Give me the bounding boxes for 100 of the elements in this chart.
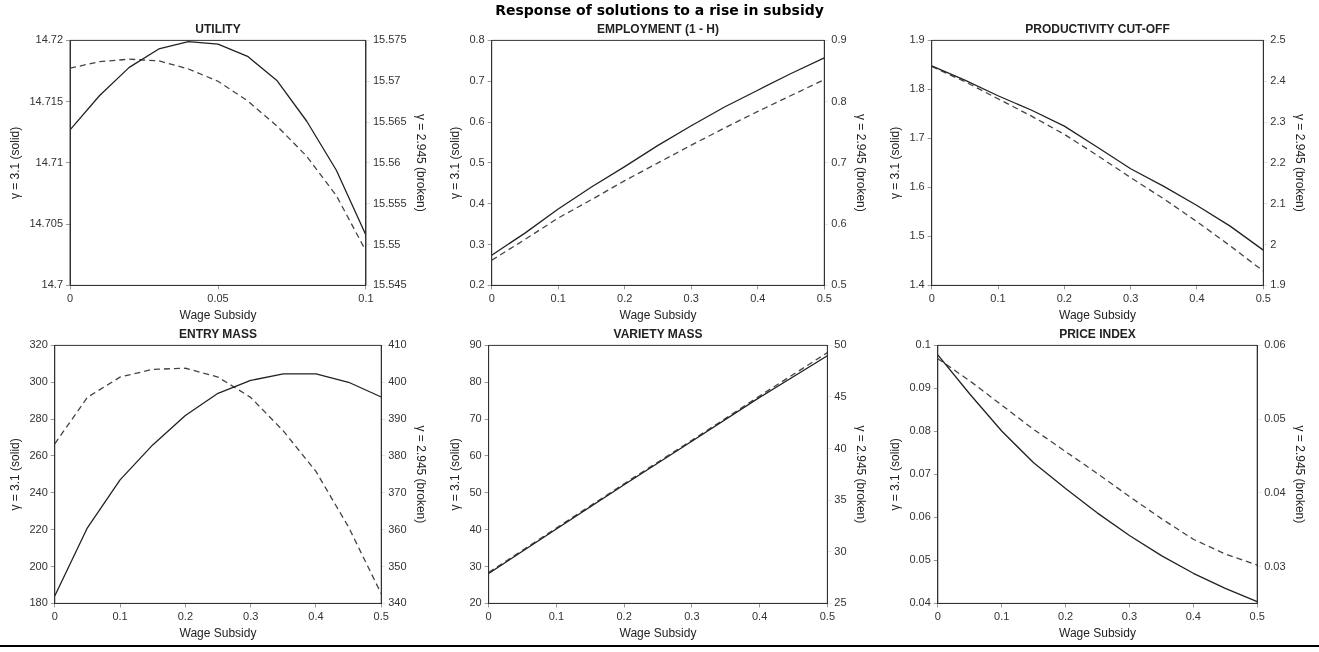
y-tick-label: 200 <box>29 559 48 572</box>
y2-tick-label: 340 <box>388 596 407 609</box>
y2-axis-title: γ = 2.945 (broken) <box>1293 425 1308 524</box>
y-tick-label: 1.6 <box>909 180 925 193</box>
y-axis-title: γ = 3.1 (solid) <box>887 438 902 511</box>
text: Response of solutions to a rise in subsidy <box>494 1 825 20</box>
y2-tick-label: 0.04 <box>1264 485 1286 498</box>
x-tick-label: 0.2 <box>177 610 193 623</box>
y-tick-label: 30 <box>469 559 482 572</box>
x-tick-label: 0.3 <box>683 292 699 305</box>
y2-tick-label: 40 <box>834 441 847 454</box>
x-tick-label: 0 <box>934 610 941 623</box>
x-tick-label: 0.1 <box>112 610 128 623</box>
y-tick-label: 14.715 <box>29 94 64 107</box>
y-tick-label: 0.3 <box>469 237 485 250</box>
x-tick-label: 0.4 <box>1185 610 1201 623</box>
y-tick-label: 0.04 <box>909 596 931 609</box>
y2-tick-label: 2.2 <box>1270 155 1286 168</box>
y2-tick-label: 2.4 <box>1270 74 1286 87</box>
y-tick-label: 14.705 <box>29 217 64 230</box>
y2-tick-label: 15.565 <box>372 115 407 128</box>
y-tick-label: 1.4 <box>909 278 925 291</box>
chart-title: VARIETY MASS <box>613 326 703 341</box>
y2-tick-label: 15.57 <box>372 74 401 87</box>
y-tick-label: 70 <box>469 412 482 425</box>
y2-tick-label: 0.06 <box>1264 338 1286 351</box>
y-tick-label: 0.06 <box>909 510 931 523</box>
y2-tick-label: 45 <box>834 390 847 403</box>
y2-tick-label: 2.1 <box>1270 196 1286 209</box>
x-tick-label: 0.5 <box>1255 292 1271 305</box>
x-tick-label: 0.5 <box>373 610 389 623</box>
y2-tick-label: 0.7 <box>831 155 847 168</box>
x-axis-title: Wage Subsidy <box>619 626 697 641</box>
y2-tick-label: 15.555 <box>372 196 407 209</box>
y-tick-label: 1.9 <box>909 33 925 46</box>
x-axis-title: Wage Subsidy <box>179 308 257 323</box>
x-tick-label: 0 <box>928 292 935 305</box>
y2-tick-label: 0.8 <box>831 94 847 107</box>
y-tick-label: 0.2 <box>469 278 485 291</box>
x-tick-label: 0.3 <box>1123 292 1139 305</box>
y-tick-label: 0.5 <box>469 155 485 168</box>
y-tick-label: 14.72 <box>35 33 64 46</box>
x-axis-title: Wage Subsidy <box>1059 308 1136 323</box>
y-tick-label: 14.71 <box>35 155 64 168</box>
y-tick-label: 0.4 <box>469 196 485 209</box>
y2-tick-label: 390 <box>388 412 407 425</box>
chart-title: PRICE INDEX <box>1059 326 1136 341</box>
x-tick-label: 0.2 <box>616 610 632 623</box>
y2-tick-label: 0.5 <box>831 278 847 291</box>
x-axis-title: Wage Subsidy <box>1059 626 1136 641</box>
y-tick-label: 0.09 <box>909 381 931 394</box>
y-tick-label: 90 <box>469 338 482 351</box>
y2-tick-label: 15.575 <box>372 33 407 46</box>
chart-title: ENTRY MASS <box>178 326 258 341</box>
y2-tick-label: 50 <box>834 338 847 351</box>
x-tick-label: 0 <box>66 292 74 305</box>
x-tick-label: 0.4 <box>751 610 768 623</box>
y2-tick-label: 15.56 <box>372 155 401 168</box>
y-tick-label: 0.05 <box>909 553 931 566</box>
y2-tick-label: 2.3 <box>1270 115 1286 128</box>
y2-tick-label: 0.03 <box>1264 559 1286 572</box>
x-tick-label: 0.05 <box>207 292 229 305</box>
x-tick-label: 0.3 <box>1121 610 1138 623</box>
y2-tick-label: 25 <box>834 596 847 609</box>
y2-tick-label: 2.5 <box>1270 33 1286 46</box>
y-tick-label: 20 <box>469 596 482 609</box>
y2-tick-label: 2 <box>1270 237 1277 250</box>
y2-tick-label: 350 <box>388 559 407 572</box>
chart-title: PRODUCTIVITY CUT-OFF <box>1025 21 1170 36</box>
x-tick-label: 0.1 <box>550 292 566 305</box>
y-tick-label: 0.07 <box>909 467 931 480</box>
y-tick-label: 0.8 <box>469 33 485 46</box>
chart-title: UTILITY <box>195 21 241 36</box>
x-tick-label: 0.1 <box>358 292 374 305</box>
x-tick-label: 0.5 <box>1249 610 1265 623</box>
y-axis-title: γ = 3.1 (solid) <box>447 438 462 511</box>
y-tick-label: 180 <box>29 596 48 609</box>
x-tick-label: 0.2 <box>617 292 633 305</box>
x-tick-label: 0.3 <box>243 610 259 623</box>
y2-axis-title: γ = 2.945 (broken) <box>414 425 429 524</box>
y2-tick-label: 0.6 <box>831 217 847 230</box>
y2-tick-label: 380 <box>388 449 407 461</box>
y2-tick-label: 370 <box>388 485 407 498</box>
chart-title: EMPLOYMENT (1 - H) <box>597 21 719 36</box>
y2-tick-label: 35 <box>834 493 847 506</box>
y2-tick-label: 30 <box>834 544 847 557</box>
y2-tick-label: 1.9 <box>1270 278 1286 291</box>
y-tick-label: 40 <box>469 522 482 535</box>
y-tick-label: 320 <box>29 338 48 351</box>
x-tick-label: 0.1 <box>994 610 1010 623</box>
x-tick-label: 0.5 <box>816 292 832 305</box>
x-tick-label: 0.3 <box>684 610 700 623</box>
y2-tick-label: 360 <box>388 522 407 535</box>
y2-axis-title: γ = 2.945 (broken) <box>854 425 869 524</box>
x-tick-label: 0.4 <box>1189 292 1205 305</box>
x-tick-label: 0.4 <box>750 292 766 305</box>
y-tick-label: 0.08 <box>909 424 931 437</box>
y-axis-title: γ = 3.1 (solid) <box>7 438 22 511</box>
y-tick-label: 0.6 <box>469 115 485 128</box>
y-tick-label: 220 <box>29 522 48 535</box>
